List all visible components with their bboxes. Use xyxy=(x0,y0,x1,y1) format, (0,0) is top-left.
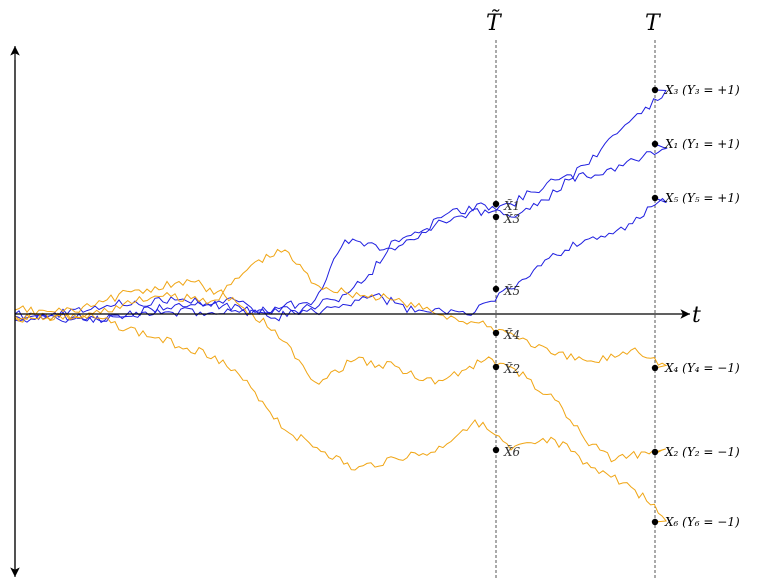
t-tilde-point-6 xyxy=(492,446,500,454)
trajectory-path-3 xyxy=(14,89,667,322)
terminal-point-5 xyxy=(651,194,659,202)
t-tilde-point-5 xyxy=(492,285,500,293)
t-tilde-label: T̃ xyxy=(486,10,503,36)
t-tilde-point-label-4: X̃4 xyxy=(503,327,520,342)
t-tilde-point-1 xyxy=(492,200,500,208)
trajectory-path-2 xyxy=(14,278,666,463)
terminal-point-1 xyxy=(651,140,659,148)
trajectory-path-4 xyxy=(14,248,668,369)
t-tilde-point-label-1: X̃1 xyxy=(503,198,520,213)
T-label: T xyxy=(645,11,662,36)
terminal-point-4 xyxy=(651,364,659,372)
trajectory-path-6 xyxy=(14,312,668,523)
terminal-point-label-4: X₄ (Y₄ = −1) xyxy=(664,361,740,375)
terminal-point-label-1: X₁ (Y₁ = +1) xyxy=(664,137,740,151)
trajectory-paths xyxy=(14,89,668,523)
terminal-point-6 xyxy=(651,518,659,526)
t-tilde-point-2 xyxy=(492,363,500,371)
t-tilde-point-label-6: X̃6 xyxy=(503,444,521,459)
t-axis-label: t xyxy=(692,303,701,328)
terminal-point-label-3: X₃ (Y₃ = +1) xyxy=(664,83,740,97)
terminal-point-3 xyxy=(651,86,659,94)
trajectory-path-1 xyxy=(14,143,668,324)
terminal-point-label-6: X₆ (Y₆ = −1) xyxy=(664,515,740,529)
t-tilde-point-label-2: X̃2 xyxy=(503,361,520,376)
terminal-point-label-2: X₂ (Y₂ = −1) xyxy=(664,445,740,459)
t-tilde-point-3 xyxy=(492,213,500,221)
trajectory-path-5 xyxy=(14,197,667,323)
trajectory-marks: X̃1 X₁ (Y₁ = +1) X̃3 X₃ (Y₃ = +1) X̃5 X₅ (Y₅ … xyxy=(492,83,740,529)
terminal-point-2 xyxy=(651,448,659,456)
t-tilde-point-4 xyxy=(492,329,500,337)
terminal-point-label-5: X₅ (Y₅ = +1) xyxy=(664,191,740,205)
t-tilde-point-label-5: X̃5 xyxy=(503,283,520,298)
t-tilde-point-label-3: X̃3 xyxy=(503,211,521,226)
